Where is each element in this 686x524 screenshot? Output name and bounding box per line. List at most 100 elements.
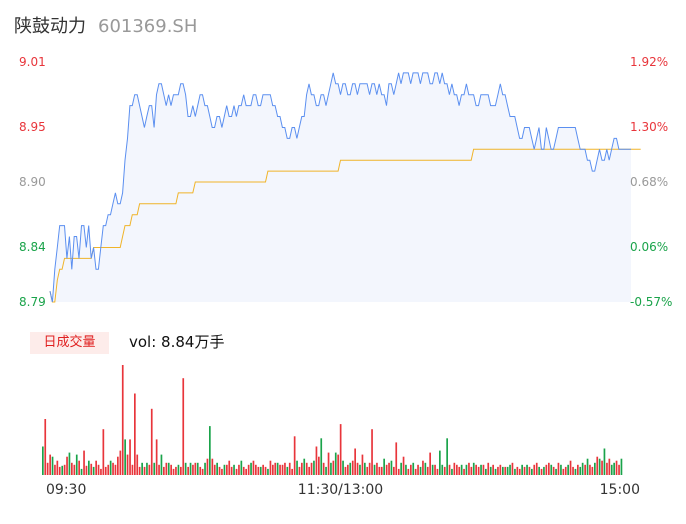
volume-bar <box>71 462 73 475</box>
volume-bar <box>535 462 538 475</box>
volume-bar <box>308 466 310 475</box>
volume-bar <box>269 460 272 475</box>
volume-bar <box>238 464 240 475</box>
volume-bar <box>104 466 107 475</box>
volume-bar <box>257 466 260 475</box>
volume-bar <box>51 456 54 475</box>
volume-bar <box>117 456 119 475</box>
volume-bar <box>366 466 369 475</box>
volume-bar <box>470 466 473 475</box>
price-line <box>49 72 631 303</box>
volume-bar <box>56 460 59 475</box>
volume-bar <box>148 464 151 475</box>
volume-bar <box>119 450 122 475</box>
volume-bar <box>170 464 172 475</box>
volume-bar <box>584 464 586 475</box>
volume-bar <box>150 408 153 475</box>
y-tick-label-right: 0.68% <box>630 175 669 189</box>
volume-bar <box>446 438 448 475</box>
volume-bar <box>397 468 400 475</box>
x-tick-label: 15:00 <box>599 482 640 498</box>
volume-bar <box>242 466 245 475</box>
volume-bar <box>281 464 284 475</box>
volume-bar <box>603 448 606 475</box>
volume-bar <box>373 464 376 475</box>
stock-name: 陕鼓动力 <box>14 16 86 37</box>
volume-bar <box>165 462 168 475</box>
volume-bar <box>245 468 247 475</box>
volume-bar <box>90 463 93 475</box>
volume-bar <box>201 468 204 475</box>
volume-bar <box>206 458 209 475</box>
volume-bar <box>337 454 339 475</box>
volume-bar <box>213 464 216 475</box>
volume-bar <box>511 462 514 475</box>
volume-bar <box>293 436 296 475</box>
volume-bar <box>303 458 306 475</box>
volume-bar <box>129 439 131 475</box>
volume-bar <box>240 460 243 475</box>
volume-bar <box>112 462 114 475</box>
volume-bar <box>211 458 214 475</box>
volume-bar <box>361 454 364 475</box>
volume-bar <box>121 365 124 475</box>
volume-bar <box>322 462 325 475</box>
volume-bar <box>589 464 591 475</box>
volume-bar <box>349 462 352 475</box>
volume-bar <box>487 462 490 475</box>
volume-bar <box>509 464 511 475</box>
volume-bar <box>538 466 540 475</box>
volume-bar <box>531 468 533 475</box>
volume-bar <box>439 450 441 475</box>
volume-bar <box>313 460 315 475</box>
volume-bar <box>400 462 402 475</box>
volume-bar <box>124 439 126 475</box>
volume-bar <box>504 466 507 475</box>
volume-bar <box>163 466 165 475</box>
volume-bar <box>526 464 528 475</box>
volume-bar <box>376 462 378 475</box>
volume-bar <box>78 460 80 475</box>
volume-bar <box>194 462 197 475</box>
volume-bar <box>114 464 117 475</box>
volume-bar <box>610 464 613 475</box>
volume-bar <box>143 466 146 475</box>
volume-bar <box>272 464 274 475</box>
volume-bar <box>109 460 112 475</box>
volume-bar <box>68 452 71 475</box>
volume-bar <box>204 462 206 475</box>
volume-bar <box>95 460 97 475</box>
volume-bar <box>443 466 446 475</box>
volume-bar <box>407 468 410 475</box>
volume-bar <box>550 464 553 475</box>
volume-bar <box>42 446 44 475</box>
volume-bar <box>422 460 424 475</box>
volume-bar <box>434 464 436 475</box>
volume-bar <box>131 464 134 475</box>
volume-bar <box>274 462 277 475</box>
volume-bar <box>591 466 594 475</box>
volume-bar <box>83 450 85 475</box>
volume-bar <box>453 462 456 475</box>
volume-bar <box>97 464 100 475</box>
volume-bar <box>136 454 139 475</box>
volume-bar <box>426 466 429 475</box>
volume-badge: 日成交量 <box>30 332 109 354</box>
volume-bar <box>620 458 623 475</box>
volume-bar <box>235 468 238 475</box>
volume-bar <box>298 466 301 475</box>
volume-bar <box>209 426 211 475</box>
volume-bar <box>46 462 49 475</box>
volume-bar <box>160 454 163 475</box>
volume-bar <box>560 464 562 475</box>
volume-bar <box>318 456 320 475</box>
volume-bar <box>100 468 102 475</box>
volume-bar <box>167 462 170 475</box>
volume-bar <box>613 462 615 475</box>
volume-bar <box>252 460 255 475</box>
volume-bar <box>615 460 618 475</box>
volume-bar <box>480 464 482 475</box>
volume-bar <box>497 466 499 475</box>
volume-bar <box>182 378 185 475</box>
